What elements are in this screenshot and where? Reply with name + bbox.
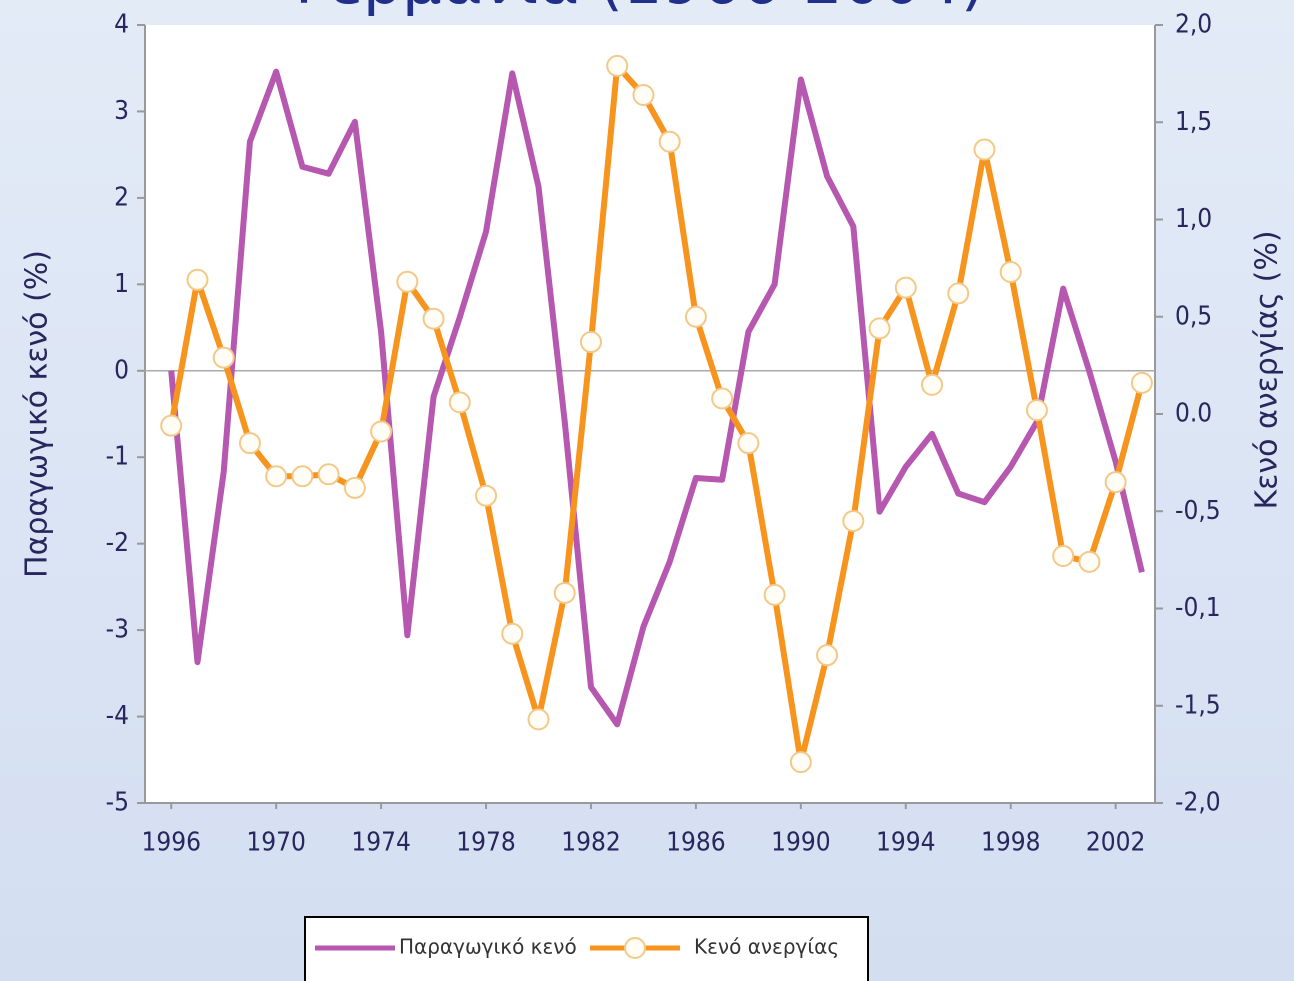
marker: [842, 509, 865, 532]
marker: [973, 138, 996, 161]
marker: [1078, 550, 1101, 573]
x-tick-label: 1970: [246, 828, 306, 858]
x-tick-label: 1974: [351, 828, 411, 858]
marker: [999, 261, 1022, 284]
marker: [186, 268, 209, 291]
y2-tick-label: 0.0: [1175, 399, 1212, 429]
marker: [212, 346, 235, 369]
marker: [606, 54, 629, 77]
marker: [160, 414, 183, 437]
marker: [553, 581, 576, 604]
y-tick-label: 2: [114, 182, 129, 212]
y-tick-label: -4: [106, 701, 129, 731]
marker: [921, 373, 944, 396]
y-tick-label: -2: [106, 528, 129, 558]
marker: [317, 463, 340, 486]
marker: [684, 305, 707, 328]
y2-tick-label: 2,0: [1175, 10, 1212, 40]
y-tick-label: 1: [114, 269, 129, 299]
marker: [947, 282, 970, 305]
marker: [501, 622, 524, 645]
marker: [816, 644, 839, 667]
marker: [894, 276, 917, 299]
x-tick-label: 1978: [456, 828, 516, 858]
chart-title: Γερμανία (1966-2004): [295, 0, 985, 18]
x-tick-label: 1982: [561, 828, 621, 858]
marker: [763, 583, 786, 606]
y2-tick-label: 1,0: [1175, 204, 1212, 234]
y-tick-label: -5: [106, 788, 129, 818]
legend-label: Παραγωγικό κενό: [399, 935, 577, 959]
marker: [238, 432, 261, 455]
y2-tick-label: -2,0: [1175, 788, 1221, 818]
marker: [658, 130, 681, 153]
y2-tick-label: -0,1: [1175, 593, 1221, 623]
y-tick-label: 4: [114, 10, 129, 40]
y2-tick-label: -0,5: [1175, 496, 1221, 526]
y-axis-title: Παραγωγικό κενό (%): [20, 250, 55, 578]
marker: [632, 84, 655, 107]
y-tick-label: 0: [114, 355, 129, 385]
y-tick-label: 3: [114, 96, 129, 126]
marker: [422, 307, 445, 330]
marker: [475, 484, 498, 507]
marker: [737, 432, 760, 455]
marker: [868, 317, 891, 340]
y2-tick-label: -1,5: [1175, 690, 1221, 720]
legend-box: [304, 916, 869, 981]
marker: [265, 465, 288, 488]
marker: [291, 465, 314, 488]
y2-tick-label: 0,5: [1175, 301, 1212, 331]
marker: [396, 270, 419, 293]
legend-marker: [624, 937, 646, 959]
marker: [527, 708, 550, 731]
y2-tick-label: 1,5: [1175, 107, 1212, 137]
marker: [789, 751, 812, 774]
marker: [711, 387, 734, 410]
marker: [1104, 471, 1127, 494]
y-tick-label: -3: [106, 615, 129, 645]
legend-label: Κενό ανεργίας: [694, 935, 839, 959]
marker: [1052, 544, 1075, 567]
marker: [343, 476, 366, 499]
x-tick-label: 1990: [771, 828, 831, 858]
y-tick-label: -1: [106, 442, 129, 472]
x-tick-label: 2002: [1086, 828, 1146, 858]
series-line: [168, 68, 1145, 728]
marker: [370, 420, 393, 443]
x-tick-label: 1986: [666, 828, 726, 858]
x-tick-label: 1994: [876, 828, 936, 858]
marker: [1025, 399, 1048, 422]
marker: [579, 331, 602, 354]
marker: [448, 391, 471, 414]
marker: [1130, 371, 1153, 394]
x-tick-label: 1998: [981, 828, 1041, 858]
y2-axis-title: Κενό ανεργίας (%): [1250, 230, 1285, 509]
x-tick-label: 1996: [141, 828, 201, 858]
